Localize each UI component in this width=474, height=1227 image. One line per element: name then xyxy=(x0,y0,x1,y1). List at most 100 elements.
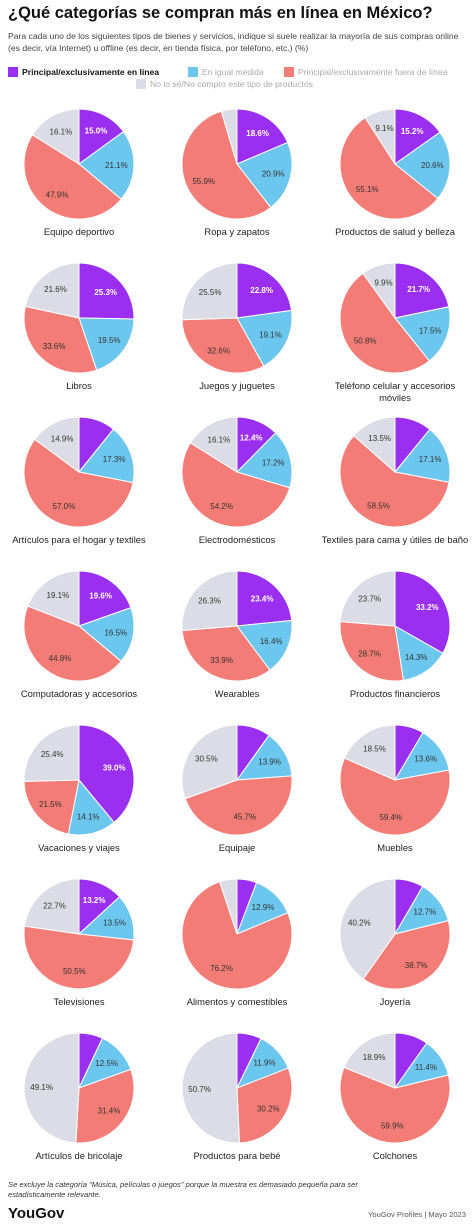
pie-slice-label-offline: 50.5% xyxy=(63,967,86,976)
pie-category-label: Textiles para cama y útiles de baño xyxy=(321,534,469,545)
pie-slice-equal xyxy=(78,428,135,484)
chart-title: ¿Qué categorías se compran más en línea … xyxy=(8,4,433,22)
pie-slice-online xyxy=(236,262,293,319)
pie-slice-label-offline: 33.9% xyxy=(210,656,233,665)
pie-slice-label-equal: 17.1% xyxy=(419,455,442,464)
legend-item-unknown: No lo sé/No compro este tipo de producto… xyxy=(136,79,313,89)
pie-slice-label-offline: 44.8% xyxy=(49,654,72,663)
pie-slice-label-offline: 76.2% xyxy=(210,964,233,973)
pie-slice-offline xyxy=(339,1066,451,1144)
pie-slice-label-equal: 20.9% xyxy=(262,169,285,178)
pie-slice-offline xyxy=(181,625,271,682)
legend-label-online: Principal/exclusivamente en línea xyxy=(22,67,160,77)
pie-slice-label-unknown: 49.1% xyxy=(30,1083,53,1092)
legend: Principal/exclusivamente en línea En igu… xyxy=(0,67,474,91)
pie-chart: 33.2% 14.3% 28.7% 23.7% xyxy=(339,570,451,682)
pie-chart: 12.7% 38.7% 40.2% xyxy=(339,878,451,990)
pie-slice-label-equal: 13.6% xyxy=(414,755,437,764)
pie-slice-label-unknown: 13.5% xyxy=(368,434,391,443)
pie-slice-label-unknown: 16.1% xyxy=(50,127,73,136)
pie-chart: 21.7% 17.5% 50.8% 9.9% xyxy=(339,262,451,374)
pie-slice-label-unknown: 18.5% xyxy=(363,745,386,754)
pie-panel-textiles-para-cama-y-utiles-de-bano: 17.1% 58.5% 13.5% Textiles para cama y útil… xyxy=(316,416,474,573)
pie-category-label: Productos de salud y belleza xyxy=(335,226,455,237)
pie-chart: 25.3% 19.5% 33.6% 21.6% xyxy=(23,262,135,374)
pie-slice-offline xyxy=(339,434,450,528)
pie-slice-label-offline: 33.6% xyxy=(43,342,66,351)
pie-category-label: Productos para bebé xyxy=(193,1150,281,1161)
pie-slice-equal xyxy=(236,141,293,209)
pie-panel-ropa-y-zapatos: 18.6% 20.9% 55.9% Ropa y zapatos xyxy=(158,108,316,265)
legend-label-offline: Principal/exclusivamente fuera de línea xyxy=(298,67,448,77)
pie-category-label: Juegos y juguetes xyxy=(199,380,275,391)
pie-slice-offline xyxy=(181,881,293,990)
pie-slice-label-offline: 50.8% xyxy=(354,337,377,346)
pie-category-label: Computadoras y accesorios xyxy=(20,688,138,699)
pie-slice-label-equal: 17.2% xyxy=(262,459,285,468)
pie-category-label: Libros xyxy=(66,380,92,391)
pie-chart: 12.9% 76.2% xyxy=(181,878,293,990)
pie-slice-label-offline: 45.7% xyxy=(233,813,256,822)
pie-slice-unknown xyxy=(343,1032,396,1089)
pie-panel-electrodomesticos: 12.4% 17.2% 54.2% 16.1% Electrodomésticos xyxy=(158,416,316,573)
pie-slice-label-online: 33.2% xyxy=(416,603,439,612)
pie-slice-label-equal: 13.5% xyxy=(103,918,126,927)
pie-category-label: Artículos de bricolaje xyxy=(35,1150,123,1161)
pie-slice-offline xyxy=(184,775,293,836)
pie-slice-unknown xyxy=(34,416,80,473)
pie-chart: 13.9% 45.7% 30.5% xyxy=(181,724,293,836)
brand-logo: YouGov xyxy=(8,1205,65,1222)
pie-slice-equal xyxy=(394,625,444,681)
pie-chart: 39.0% 14.1% 21.5% 25.4% xyxy=(23,724,135,836)
pie-category-label: Joyería xyxy=(379,996,411,1007)
pie-slice-label-equal: 17.5% xyxy=(419,327,442,336)
pie-slice-offline xyxy=(181,110,272,220)
pie-slice-label-equal: 16.5% xyxy=(104,629,127,638)
legend-swatch-offline xyxy=(284,67,294,77)
pie-slice-label-unknown: 25.5% xyxy=(199,288,222,297)
pie-slice-label-offline: 58.5% xyxy=(367,502,390,511)
pie-slice-offline xyxy=(23,134,122,220)
pie-panel-productos-financieros: 33.2% 14.3% 28.7% 23.7% Productos financiero… xyxy=(316,570,474,727)
pie-slice-online xyxy=(394,108,441,165)
pie-slice-equal xyxy=(394,131,451,200)
pie-slice-label-offline: 55.1% xyxy=(356,185,379,194)
pie-slice-label-equal: 20.6% xyxy=(421,161,444,170)
pie-category-label: Colchones xyxy=(372,1150,418,1161)
pie-slice-offline xyxy=(23,605,122,682)
legend-swatch-equal xyxy=(188,67,198,77)
pie-slice-label-offline: 38.7% xyxy=(405,961,428,970)
pie-slice-equal xyxy=(78,130,135,200)
pie-slice-unknown xyxy=(343,724,396,781)
pie-slice-label-unknown: 26.3% xyxy=(198,597,221,606)
pie-slice-label-online: 23.4% xyxy=(251,594,274,603)
pie-chart: 22.8% 19.1% 32.6% 25.5% xyxy=(181,262,293,374)
pie-slice-label-online: 21.7% xyxy=(407,285,430,294)
pie-slice-unknown xyxy=(353,416,396,474)
pie-slice-unknown xyxy=(24,262,80,319)
pie-chart: 13.6% 59.4% 18.5% xyxy=(339,724,451,836)
pie-slice-unknown xyxy=(181,1032,240,1144)
pie-category-label: Equipo deportivo xyxy=(43,226,115,237)
pie-slice-label-unknown: 19.1% xyxy=(47,591,70,600)
pie-slice-label-equal: 17.3% xyxy=(103,455,126,464)
pie-category-label: Equipaje xyxy=(218,842,256,853)
pie-slice-label-offline: 32.6% xyxy=(207,347,230,356)
footnote: Se excluye la categoría "Música, películ… xyxy=(8,1180,358,1199)
pie-chart: 11.9% 30.2% 50.7% xyxy=(181,1032,293,1144)
pie-category-label: Productos financieros xyxy=(349,688,441,699)
pie-category-label: Ropa y zapatos xyxy=(204,226,270,237)
legend-swatch-online xyxy=(8,67,18,77)
pie-slice-label-unknown: 23.7% xyxy=(358,595,381,604)
pie-slice-label-equal: 12.9% xyxy=(252,903,275,912)
legend-item-equal: En igual medida xyxy=(188,67,264,77)
pie-slice-label-online: 22.8% xyxy=(250,286,273,295)
pie-slice-online xyxy=(394,570,451,654)
pie-slice-label-online: 15.0% xyxy=(85,127,108,136)
pie-panel-articulos-de-bricolaje: 12.5% 31.4% 49.1% Artículos de bricolaje xyxy=(0,1032,158,1189)
pie-slice-label-offline: 47.9% xyxy=(46,190,69,199)
pie-slice-label-unknown: 16.1% xyxy=(208,435,231,444)
pie-slice-label-unknown: 9.9% xyxy=(374,278,392,287)
pie-slice-label-unknown: 30.5% xyxy=(195,755,218,764)
pie-slice-equal xyxy=(394,428,451,483)
